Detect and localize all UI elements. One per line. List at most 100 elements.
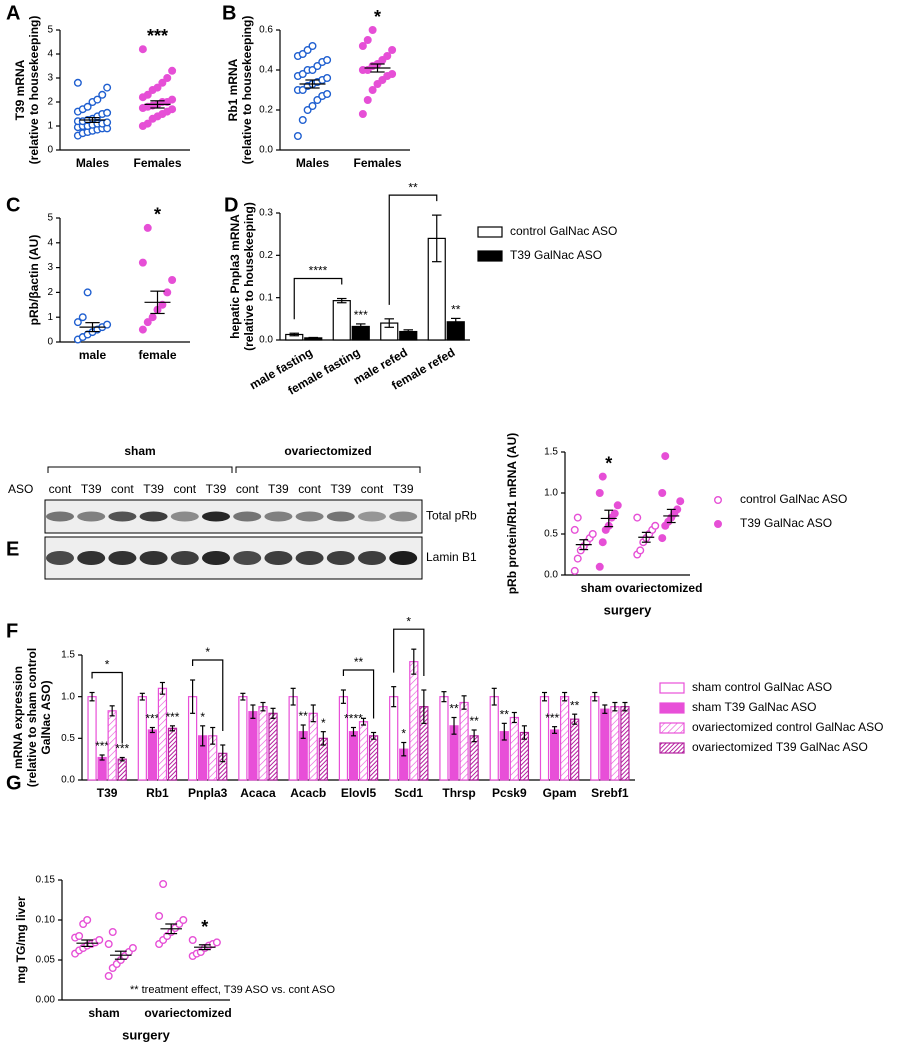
- x-tick-label: ovariectomized: [615, 581, 702, 595]
- y-tick-label: 5: [47, 25, 53, 36]
- bar: [332, 300, 351, 341]
- panel-label: D: [224, 194, 238, 216]
- y-tick-label: 2: [47, 287, 53, 298]
- y-tick-label: 1.5: [61, 650, 75, 661]
- data-point: [143, 119, 152, 128]
- legend-swatch: [714, 520, 723, 529]
- blot-band: [358, 551, 386, 565]
- significance: *: [605, 453, 612, 473]
- bar: [308, 712, 318, 781]
- legend-swatch: [659, 742, 685, 754]
- x-tick-label: Females: [353, 156, 401, 170]
- legend-label: T39 GalNac ASO: [510, 248, 602, 262]
- blot-bracket: [47, 466, 233, 473]
- y-axis-label: (relative to housekeeping): [242, 202, 256, 351]
- blot-band: [139, 511, 168, 522]
- blot-band: [170, 511, 199, 522]
- bar: [570, 718, 580, 781]
- y-tick-label: 1: [47, 312, 53, 323]
- legend-label: sham T39 GalNac ASO: [692, 700, 817, 714]
- data-point: [595, 489, 604, 498]
- significance: **: [469, 714, 479, 728]
- x-tick-label: sham: [88, 1006, 119, 1020]
- significance: ****: [545, 711, 564, 725]
- data-point: [158, 300, 167, 309]
- significance: **: [299, 709, 309, 723]
- blot-band-label: Lamin B1: [426, 550, 477, 564]
- y-axis-label: mRNA expression: [11, 666, 25, 769]
- blot-band: [326, 511, 355, 522]
- bracket-label: **: [354, 655, 364, 669]
- data-point: [323, 89, 332, 98]
- bar: [157, 687, 168, 781]
- bar: [549, 729, 560, 781]
- blot-band: [46, 511, 74, 522]
- significance: **: [451, 303, 461, 317]
- data-point: [358, 109, 367, 118]
- y-tick-label: 0.3: [259, 208, 273, 219]
- significance: *: [201, 917, 208, 937]
- bracket: [342, 669, 375, 719]
- y-tick-label: 0: [47, 145, 53, 156]
- data-point: [388, 46, 397, 55]
- significance: **: [449, 702, 459, 716]
- data-point: [188, 936, 197, 945]
- x-tick-label: sham: [581, 581, 612, 595]
- legend-swatch: [477, 250, 503, 262]
- significance: ***: [147, 26, 168, 46]
- lane-label: cont: [298, 482, 321, 496]
- lane-label: T39: [81, 482, 102, 496]
- y-axis-label: pRb protein/Rb1 mRNA (AU): [505, 433, 519, 595]
- y-tick-label: 4: [47, 49, 53, 60]
- x-tick-label: T39: [97, 786, 118, 800]
- data-point: [159, 880, 168, 889]
- data-point: [103, 320, 112, 329]
- legend-swatch: [477, 226, 503, 238]
- blot-band: [295, 511, 324, 522]
- legend-label: control GalNac ASO: [510, 224, 617, 238]
- data-point: [658, 489, 667, 498]
- lane-label: cont: [49, 482, 72, 496]
- y-tick-label: 0.0: [61, 775, 75, 786]
- bar: [137, 696, 147, 781]
- data-point: [93, 95, 102, 104]
- lane-label: cont: [236, 482, 259, 496]
- blot-band: [233, 511, 262, 522]
- y-tick-label: 2: [47, 97, 53, 108]
- data-point: [103, 108, 112, 117]
- panel-label: G: [6, 772, 22, 794]
- bracket-label: *: [205, 645, 210, 659]
- blot-band: [389, 551, 418, 565]
- x-tick-label: Pcsk9: [492, 786, 527, 800]
- x-tick-label: Males: [296, 156, 330, 170]
- blot-group-label: ovariectomized: [284, 444, 371, 458]
- significance: *: [200, 710, 205, 724]
- lane-label: cont: [111, 482, 134, 496]
- data-point: [676, 497, 685, 506]
- bar: [348, 731, 359, 781]
- y-tick-label: 0.5: [544, 529, 558, 540]
- y-tick-label: 0.5: [61, 733, 75, 744]
- significance: ***: [95, 739, 109, 753]
- lane-label: T39: [206, 482, 227, 496]
- bar: [288, 696, 298, 781]
- data-point: [143, 318, 152, 327]
- y-tick-label: 0.05: [36, 955, 56, 966]
- data-point: [95, 936, 104, 945]
- x-tick-label: Elovl5: [341, 786, 377, 800]
- data-point: [610, 509, 619, 518]
- bracket-label: **: [408, 180, 418, 194]
- significance: *: [321, 716, 326, 730]
- data-point: [78, 313, 87, 322]
- data-point: [598, 538, 607, 547]
- bracket-label: *: [406, 614, 411, 628]
- data-point: [168, 276, 177, 285]
- bracket: [388, 194, 438, 305]
- data-point: [323, 56, 332, 65]
- bar: [489, 696, 499, 781]
- y-axis-label: mg TG/mg liver: [14, 896, 28, 984]
- x-tick-label: Srebf1: [591, 786, 629, 800]
- data-point: [158, 78, 167, 87]
- blot-band: [389, 511, 418, 522]
